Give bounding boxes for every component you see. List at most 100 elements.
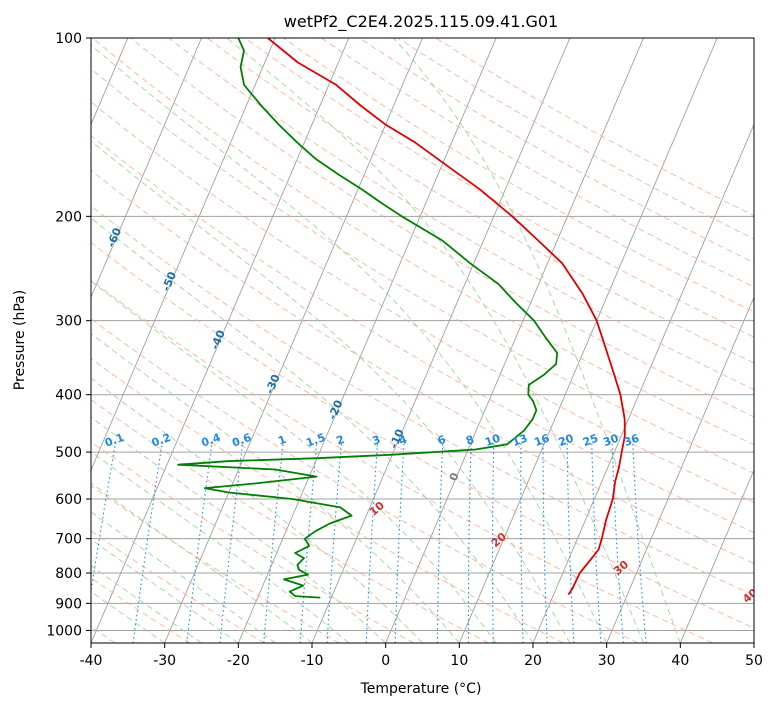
isotherm-line [606,296,754,643]
mixing-ratio-line [632,441,647,643]
dry-adiabat-lines [91,38,754,643]
mixing-ratio-label: 4 [397,433,409,448]
mixing-ratio-line [591,441,602,643]
isotherm-line [237,38,497,643]
isotherm-label: -40 [208,328,228,352]
mixing-ratio-label: 20 [557,431,576,449]
y-tick-label: 500 [55,445,82,461]
isotherm-line [532,123,754,643]
dry-adiabat-line [130,38,754,418]
mixing-ratio-line [326,441,343,643]
mixing-ratio-line [491,441,495,643]
mixing-ratio-line [566,441,575,643]
mixing-ratio-label: 6 [436,433,448,448]
dry-adiabat-line [91,169,754,565]
background-line-labels: -100-90-80-70-60-50-40-30-20-10010203040… [0,133,754,606]
isotherm-label: -80 [0,133,16,157]
y-tick-label: 900 [55,596,82,612]
y-tick-label: 300 [55,314,82,330]
mixing-ratio-label: 0.6 [230,431,253,450]
isotherm-line [679,468,754,643]
isotherm-line [164,38,423,643]
dry-adiabat-line [435,38,754,217]
mixing-ratio-label: 0.4 [200,431,223,450]
mixing-ratio-label: 0.1 [103,431,126,450]
mixing-ratio-label: 0.2 [150,431,173,450]
dry-adiabat-line [397,38,754,240]
moist-adiabat-lines [91,38,681,643]
dry-adiabat-line [321,38,754,288]
x-tick-label: 50 [745,653,763,669]
mixing-ratio-label: 10 [483,431,502,449]
x-tick-label: 10 [450,653,468,669]
dry-adiabat-line [91,68,754,474]
mixing-ratio-line [611,441,624,643]
isotherm-line [753,641,754,643]
y-tick-label: 200 [55,209,82,225]
mixing-ratio-label: 25 [581,432,600,449]
mixing-ratio-lines [91,441,647,643]
y-tick-label: 400 [55,388,82,404]
moist-adiabat-line [393,38,681,643]
mixing-ratio-label: 1.5 [304,431,327,450]
chart-title: wetPf2_C2E4.2025.115.09.41.G01 [284,12,558,32]
x-tick-label: 0 [381,653,390,669]
isotherm-label: -70 [50,180,70,204]
mixing-ratio-label: 2 [335,433,347,448]
x-tick-label: 30 [598,653,616,669]
mixing-ratio-line [132,441,163,643]
mixing-ratio-line [91,441,117,595]
dry-adiabat-line [91,101,754,504]
mixing-ratio-line [467,441,472,643]
mixing-ratio-label: 1 [276,433,288,448]
dewpoint-profile [177,38,559,599]
isotherm-line [91,38,276,472]
mixing-ratio-line [299,441,318,643]
mixing-ratio-line [219,441,244,643]
isotherm-label: -30 [263,372,283,396]
mixing-ratio-line [365,441,379,643]
plot-frame [90,37,755,644]
y-axis-label: Pressure (hPa) [12,290,28,390]
mixing-ratio-label: 3 [371,433,383,448]
dry-adiabat-line [92,38,754,446]
y-tick-label: 700 [55,532,82,548]
x-tick-label: -10 [301,653,324,669]
x-tick-label: -40 [80,653,103,669]
isotherm-line [91,38,202,299]
temperature-profile [267,38,626,596]
mixing-ratio-label: 13 [510,432,529,449]
moist-adiabat-line [91,565,202,643]
x-tick-label: -30 [153,653,176,669]
moist-adiabat-line [91,511,276,643]
plot-area: -100-90-80-70-60-50-40-30-20-10010203040… [0,38,754,643]
dry-adiabat-line [91,279,713,643]
dry-adiabat-line [91,577,191,643]
isotherm-line [385,38,644,643]
dry-adiabat-line [91,441,415,643]
mixing-ratio-label: 8 [464,433,476,448]
mixing-ratio-line [394,441,405,643]
y-axis-ticks: 100 200 300 400 500 600 700 800 900 1000 [46,31,91,639]
dry-adiabat-line [283,38,754,313]
mixing-ratio-line [436,441,444,643]
isotherm-label: -20 [326,398,346,422]
dry-adiabat-line [91,135,754,534]
y-tick-label: 100 [55,31,82,47]
mixing-ratio-line [520,441,524,643]
moist-adiabat-line [91,44,608,643]
dry-adiabat-line [206,38,754,364]
x-axis-label: Temperature (°C) [360,681,482,697]
moist-adiabat-line [91,217,534,643]
y-tick-label: 800 [55,566,82,582]
moist-adiabat-line [91,591,165,643]
mixing-ratio-line [263,441,284,643]
dry-adiabat-line [168,38,754,391]
dry-adiabat-line [91,318,639,643]
mixing-ratio-line [542,441,548,643]
mixing-ratio-line [186,441,213,643]
isotherm-line [458,38,718,643]
moist-adiabat-line [91,280,497,643]
moist-adiabat-line [91,416,387,643]
